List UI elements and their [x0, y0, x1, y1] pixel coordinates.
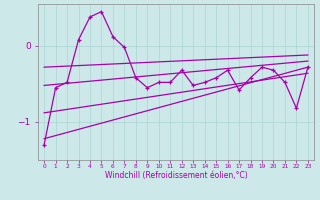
X-axis label: Windchill (Refroidissement éolien,°C): Windchill (Refroidissement éolien,°C)	[105, 171, 247, 180]
